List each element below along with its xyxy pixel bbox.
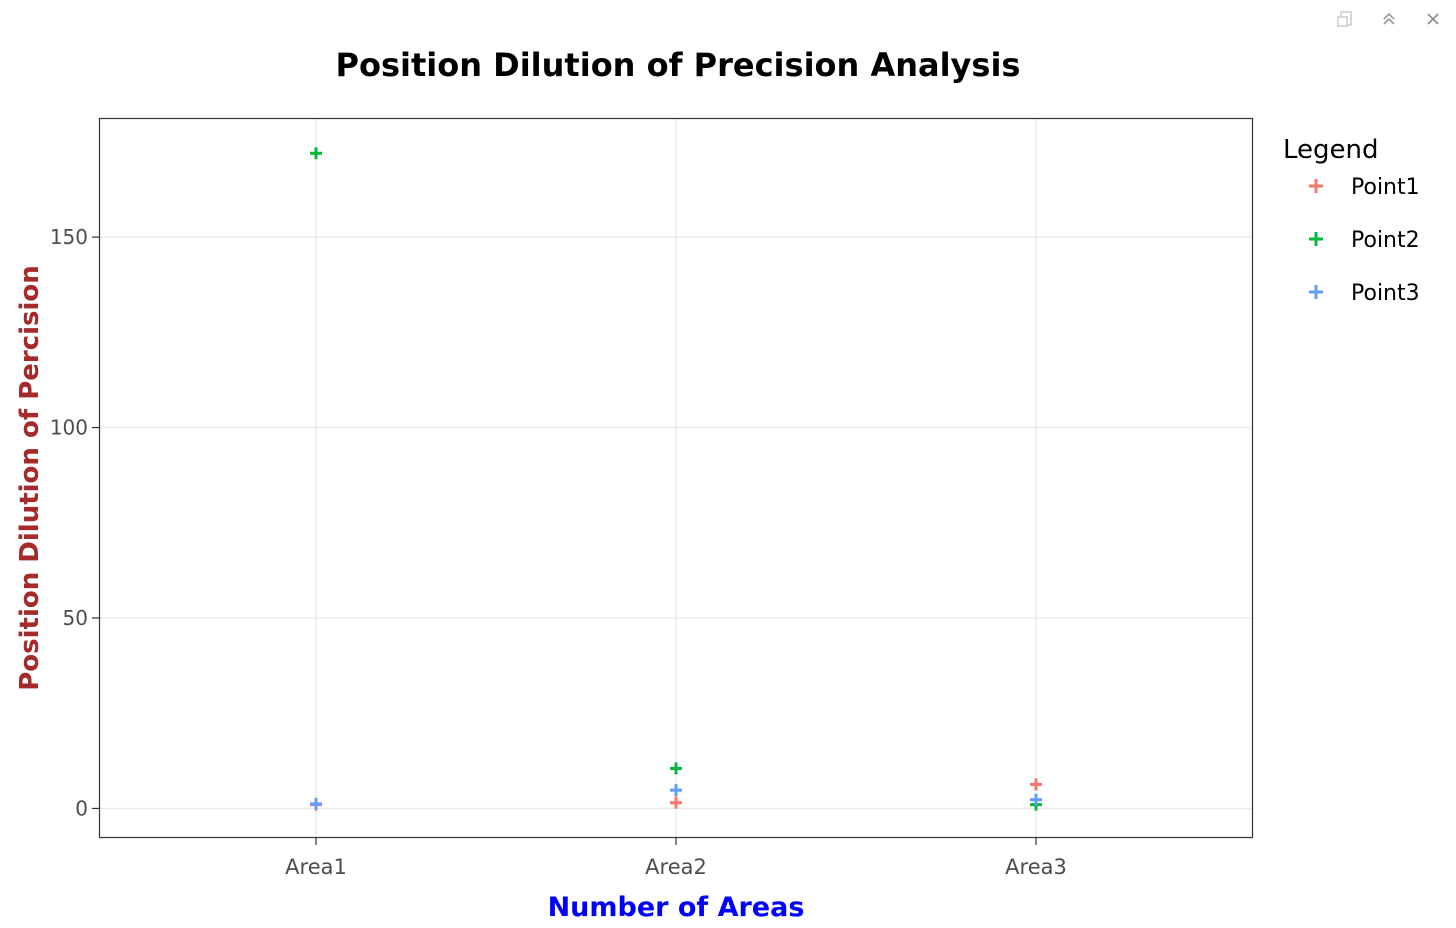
point-point3 — [310, 797, 322, 810]
legend-key-plus-icon — [1309, 179, 1323, 193]
point-point3 — [1030, 793, 1042, 806]
grid-lines — [100, 119, 1252, 837]
legend-key-plus-icon — [1309, 232, 1323, 246]
legend-label: Point3 — [1351, 281, 1420, 306]
chart-title: Position Dilution of Precision Analysis — [336, 46, 1021, 84]
export-icon — [1337, 11, 1352, 27]
y-axis: 0 50 100 150 — [50, 225, 100, 820]
point-point1 — [1030, 778, 1042, 791]
y-tick-label: 150 — [50, 225, 88, 249]
close-button[interactable] — [1420, 8, 1446, 30]
point-point1 — [670, 796, 682, 809]
point-point3 — [670, 784, 682, 797]
collapse-button[interactable] — [1376, 8, 1402, 30]
collapse-up-icon — [1383, 12, 1395, 25]
legend-label: Point1 — [1351, 175, 1420, 200]
close-icon — [1427, 13, 1439, 25]
legend-item: Point2 — [1309, 228, 1420, 253]
point-point2 — [310, 147, 322, 160]
export-button[interactable] — [1332, 8, 1358, 30]
point-point2 — [670, 762, 682, 775]
y-tick-label: 0 — [75, 796, 88, 820]
x-tick-label: Area2 — [645, 855, 707, 879]
legend-item: Point3 — [1309, 281, 1420, 306]
legend: Legend Point1 Point2 Point3 — [1283, 135, 1420, 306]
legend-label: Point2 — [1351, 228, 1420, 253]
y-tick-label: 100 — [50, 416, 88, 440]
x-axis: Area1 Area2 Area3 — [285, 837, 1067, 879]
x-tick-label: Area1 — [285, 855, 347, 879]
data-points — [310, 147, 1042, 811]
y-axis-title: Position Dilution of Percision — [15, 265, 45, 691]
x-axis-title: Number of Areas — [548, 892, 805, 923]
legend-entries: Point1 Point2 Point3 — [1309, 175, 1420, 306]
legend-title: Legend — [1283, 135, 1379, 165]
y-tick-label: 50 — [63, 606, 88, 630]
window-controls — [1332, 8, 1446, 30]
legend-key-plus-icon — [1309, 285, 1323, 299]
x-tick-label: Area3 — [1005, 855, 1067, 879]
legend-item: Point1 — [1309, 175, 1420, 200]
